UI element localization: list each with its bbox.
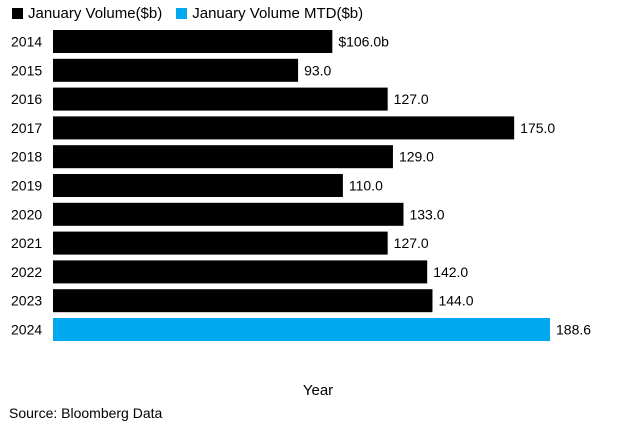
legend-label-january-volume-mtd: January Volume MTD($b) <box>192 5 364 22</box>
legend-item-january-volume: January Volume($b) <box>12 5 162 22</box>
legend-swatch-january-volume-mtd <box>176 8 188 19</box>
data-label: 142.0 <box>433 264 468 280</box>
bar-january-volume <box>53 260 428 284</box>
x-axis-label: Year <box>302 382 334 399</box>
y-tick-label: 2023 <box>11 293 42 309</box>
bar-january-volume <box>53 87 388 111</box>
data-label: 93.0 <box>304 62 331 78</box>
bar-january-volume <box>53 174 343 197</box>
bar-january-volume <box>53 202 404 226</box>
data-label: 188.6 <box>556 322 591 338</box>
y-tick-label: 2017 <box>11 120 42 136</box>
bar-january-volume <box>53 58 299 82</box>
data-label: 144.0 <box>438 293 473 309</box>
y-tick-label: 2018 <box>11 149 42 165</box>
data-label: 127.0 <box>394 91 429 107</box>
bar-january-volume <box>53 289 433 313</box>
bar-january-volume <box>53 231 388 255</box>
data-label: $106.0b <box>338 34 389 50</box>
source-note: Source: Bloomberg Data <box>9 405 163 421</box>
y-tick-label: 2015 <box>11 62 42 78</box>
legend: January Volume($b) January Volume MTD($b… <box>12 5 377 22</box>
bar-january-volume-mtd <box>53 318 550 341</box>
y-tick-label: 2016 <box>11 91 42 107</box>
bar-january-volume <box>53 116 515 140</box>
legend-swatch-january-volume <box>12 8 23 19</box>
bar-january-volume <box>53 30 333 53</box>
data-label: 129.0 <box>399 149 434 165</box>
bar-january-volume <box>53 145 393 169</box>
y-tick-label: 2024 <box>11 322 42 338</box>
y-tick-label: 2020 <box>11 206 42 222</box>
legend-item-january-volume-mtd: January Volume MTD($b) <box>176 5 363 22</box>
y-tick-label: 2014 <box>11 34 42 50</box>
y-tick-label: 2022 <box>11 264 42 280</box>
data-label: 133.0 <box>409 206 444 222</box>
y-tick-label: 2021 <box>11 235 42 251</box>
data-label: 127.0 <box>394 235 429 251</box>
legend-label-january-volume: January Volume($b) <box>28 5 163 22</box>
y-tick-label: 2019 <box>11 178 42 194</box>
data-label: 175.0 <box>520 120 555 136</box>
data-label: 110.0 <box>349 178 383 194</box>
